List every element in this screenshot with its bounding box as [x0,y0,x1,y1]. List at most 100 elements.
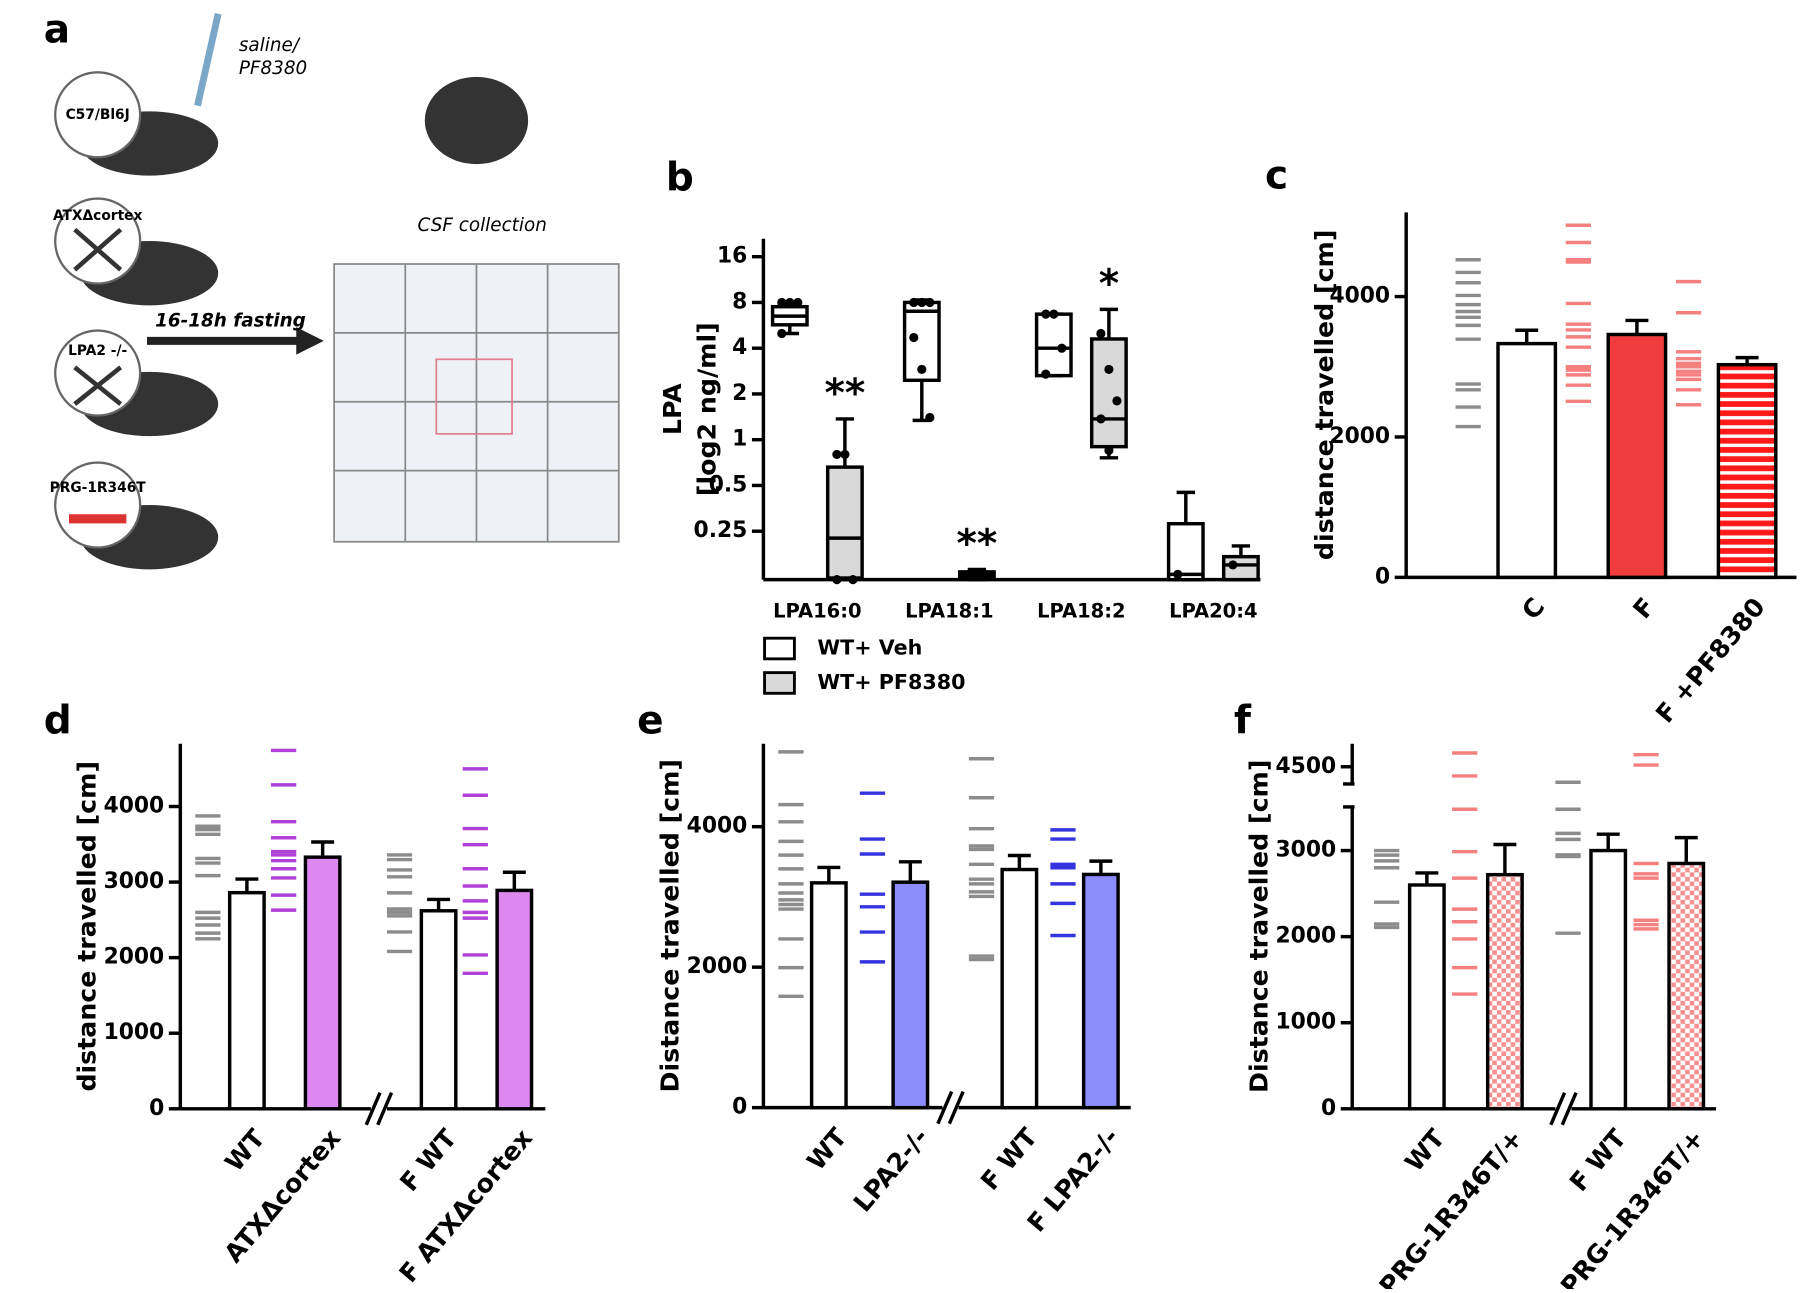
y-tick-label: 3000 [1275,838,1336,863]
bar [227,890,266,1111]
y-tick-label: 2000 [1329,424,1390,449]
axis-break [376,1092,394,1126]
strain-circles [54,71,142,549]
bar [495,888,534,1111]
axis-break-gap [942,1103,959,1113]
data-point [1104,445,1114,456]
data-point [832,449,842,460]
axis-break-gap [370,1104,387,1114]
data-point [793,297,803,308]
y-tick-label: 8 [732,289,747,314]
data-point [1112,396,1122,406]
x-tick-label: WT [219,1123,271,1177]
data-point [785,297,795,308]
arrow-head [296,327,324,355]
knockout-cross [73,227,123,406]
panel-letter: d [44,699,72,744]
data-point [909,297,919,308]
legend-label: WT+ Veh [817,636,922,660]
y-tick-label: 0 [149,1096,164,1121]
data-point [1228,560,1238,570]
y-tick-label: 2 [732,381,747,406]
y-axis-label: distance travelled [cm] [1310,230,1339,561]
syringe [194,13,222,107]
box [1166,522,1205,582]
mutation-bar [68,514,127,524]
y-tick-label: 2000 [104,945,165,970]
y-axis-label: LPA [658,383,687,435]
y-tick-label: 4 [732,335,747,360]
data-point [1057,343,1067,353]
collection-label: CSF collection [418,215,547,236]
open-field [333,263,620,543]
box [1034,312,1073,378]
bar [891,880,930,1110]
data-point [1049,309,1059,319]
y-tick-label: 4000 [1329,284,1390,309]
data-point [1096,328,1106,339]
data-point [777,297,787,308]
panel-letter: a [44,8,70,53]
axis-break [936,1090,954,1125]
bar [1589,848,1628,1111]
data-point [925,412,935,423]
data-point [1173,569,1183,579]
legend-swatch [763,636,796,661]
y-tick-label: 0.25 [694,518,748,543]
panel-letter: c [1265,153,1288,198]
y-tick-label: 4000 [104,794,165,819]
data-point [832,575,842,585]
x-tick-label: C [1516,592,1550,625]
injection-label: saline/ [239,35,301,56]
x-tick-label: LPA18:2 [1037,599,1126,622]
fasting-label: 16-18h fasting [155,310,306,331]
legend-label: WT+ PF8380 [817,670,965,694]
y-tick-label: 1000 [1275,1010,1336,1035]
significance: * [1099,262,1119,307]
strain-label: LPA2 -/- [68,343,127,359]
x-tick-label: F [1627,592,1660,624]
y-tick-label: 16 [717,244,747,269]
data-point [848,575,858,585]
data-point [1041,309,1051,319]
axis-break-gap [1555,1104,1572,1114]
x-tick-label: WT [1399,1123,1451,1177]
y-axis-label: Distance travelled [cm] [656,759,685,1092]
bar [1606,332,1668,580]
significance: ** [824,371,865,416]
x-tick-label: F WT [394,1123,462,1197]
y-tick-label: 0.5 [709,472,748,497]
data-point [972,569,982,579]
data-point [925,297,935,308]
data-point [917,364,927,375]
y-tick-label: 4500 [1275,754,1336,779]
data-point [917,297,927,308]
data-point [1041,369,1051,379]
bar [1716,362,1778,580]
strain-label: PRG-1R346T [50,480,147,496]
illustration: a saline/ PF8380 C57/Bl6J ATXΔcortex LPA… [44,8,620,570]
bar [1000,867,1039,1110]
bar [1496,341,1558,580]
significance: ** [956,522,997,567]
data-point [840,449,850,460]
x-tick-label: F WT [975,1122,1043,1196]
bar [1667,861,1706,1111]
data-point [1104,364,1114,375]
y-tick-label: 1 [732,427,747,452]
x-tick-label: LPA20:4 [1169,599,1258,622]
data-point [777,328,787,339]
box [825,465,864,580]
legend-swatch [763,671,796,695]
strain-label: ATXΔcortex [53,208,143,224]
y-tick-label: 1000 [104,1020,165,1045]
x-tick-label: LPA18:1 [905,599,994,622]
axis-break [1549,1092,1567,1126]
axis-break [364,1092,382,1126]
box [1089,337,1128,449]
x-tick-label: WT [801,1122,853,1176]
data-point [909,332,919,343]
y-tick-label: 4000 [687,814,748,839]
bar [1081,872,1120,1110]
injection-label: PF8380 [239,58,307,79]
